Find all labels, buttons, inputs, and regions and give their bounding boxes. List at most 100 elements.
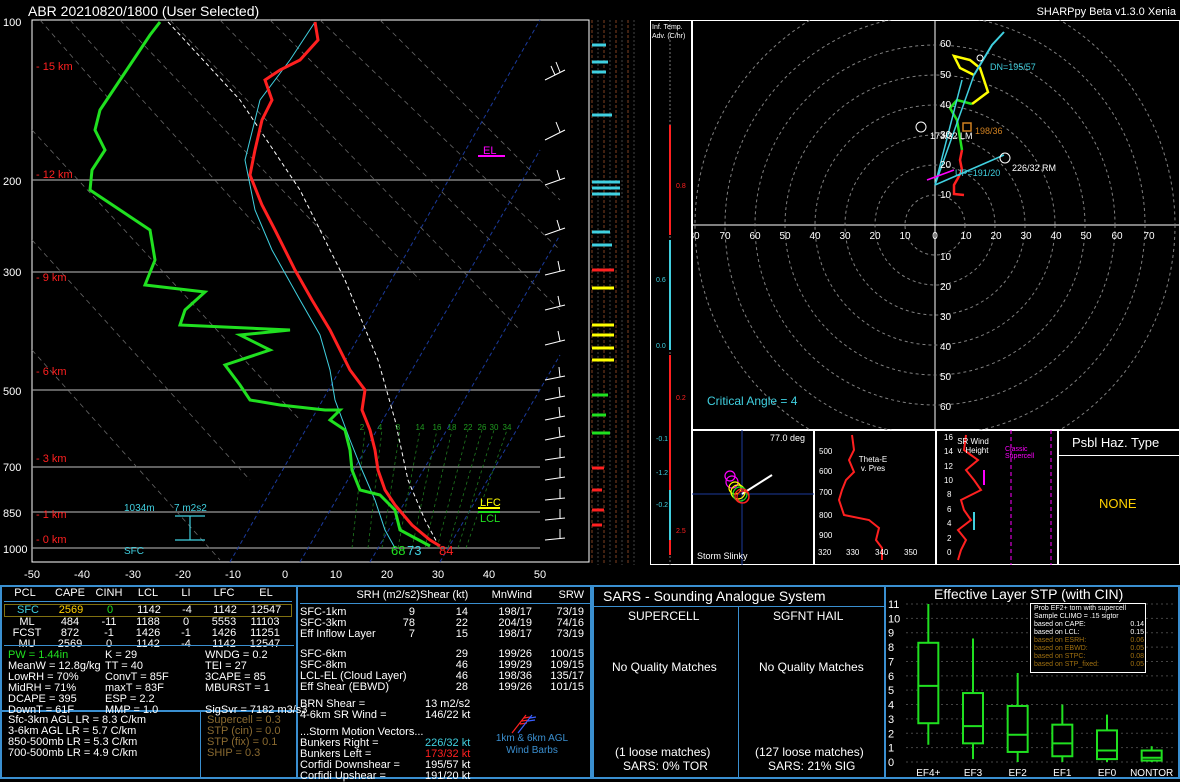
sfc-wetbulb-value: 73 <box>407 543 422 558</box>
lfc-label: LFC <box>480 497 501 509</box>
svg-text:40: 40 <box>940 100 952 111</box>
svg-text:0: 0 <box>932 231 938 242</box>
svg-text:10: 10 <box>330 569 342 581</box>
svg-text:20: 20 <box>940 160 952 171</box>
svg-text:- 12 km: - 12 km <box>36 169 73 181</box>
lcl-label: LCL <box>480 513 501 525</box>
stp-y-tick: 0 <box>888 757 894 769</box>
hodo-mean-label: 198/36 <box>975 126 1003 136</box>
hodograph-trace-mid <box>948 98 973 151</box>
svg-text:14: 14 <box>416 423 425 432</box>
svg-text:10: 10 <box>944 476 953 485</box>
sr-wind-height-plot: 16 14 12 10 8 6 4 2 0 <box>936 430 1058 565</box>
indices-col2: K = 29 TT = 40 ConvT = 85F maxT = 83F ESP =… <box>105 649 169 716</box>
sars-supercell-title: SUPERCELL <box>628 609 700 623</box>
svg-text:50: 50 <box>1080 231 1092 242</box>
parcel-divider-h <box>2 710 296 712</box>
parcel-row-fcst[interactable]: FCST 872 -1 1426 -1 1426 11251 <box>12 627 280 639</box>
sars-hail-result: No Quality Matches <box>759 660 864 674</box>
svg-text:50: 50 <box>940 70 952 81</box>
classic-supercell-label: Classic Supercell <box>1005 446 1035 460</box>
sars-supercell-pct: SARS: 0% TOR <box>623 759 708 773</box>
stp-y-tick: 10 <box>888 613 900 625</box>
sfc-label: SFC <box>124 546 144 557</box>
stp-y-tick: 1 <box>888 743 894 755</box>
svg-text:26: 26 <box>478 423 487 432</box>
station-title: ABR 20210820/1800 (User Selected) <box>28 3 260 19</box>
stp-category-label: EF2 <box>1008 768 1027 779</box>
svg-text:60: 60 <box>940 39 952 50</box>
sars-hail-pct: SARS: 21% SIG <box>768 759 856 773</box>
indices-col1: PW = 1.44in MeanW = 12.8g/kg LowRH = 70% … <box>8 649 101 716</box>
parcel-header: LFC <box>213 587 235 599</box>
svg-text:330: 330 <box>846 548 860 557</box>
hodograph[interactable]: 60 50 40 30 20 10 10 20 30 40 50 60 80 70 60 50 40 3… <box>692 20 1180 430</box>
parcel-row-sfc[interactable]: SFC 2569 0 1142 -4 1142 12547 <box>4 604 292 617</box>
hodograph-trace-low <box>952 149 965 197</box>
svg-text:18: 18 <box>448 423 457 432</box>
temp-adv-value: 2.5 <box>676 528 686 535</box>
svg-text:4: 4 <box>378 423 383 432</box>
stp-box <box>1051 704 1074 762</box>
svg-text:10: 10 <box>940 252 952 263</box>
temp-adv-value: 0.6 <box>656 277 666 284</box>
temp-adv-value: 0.2 <box>676 395 686 402</box>
svg-text:-10: -10 <box>225 569 241 581</box>
hodograph-trace-high <box>951 54 990 105</box>
svg-text:30: 30 <box>839 231 851 242</box>
parcel-header: LCL <box>137 587 159 599</box>
svg-text:50: 50 <box>534 569 546 581</box>
svg-text:30: 30 <box>490 423 499 432</box>
svg-text:16: 16 <box>944 433 953 442</box>
svg-text:- 0 km: - 0 km <box>36 534 67 546</box>
sars-title-divider <box>594 606 884 607</box>
svg-text:- 6 km: - 6 km <box>36 366 67 378</box>
svg-text:800: 800 <box>819 511 833 520</box>
parcel-row-ml[interactable]: ML 484 -11 1188 0 5553 11103 <box>19 616 280 628</box>
hodo-lm-label: 173/32 LM <box>930 131 973 141</box>
svg-text:-30: -30 <box>125 569 141 581</box>
svg-text:60: 60 <box>1111 231 1123 242</box>
svg-text:50: 50 <box>779 231 791 242</box>
stp-category-label: EF1 <box>1053 768 1072 779</box>
temperature-trace <box>248 21 441 548</box>
svg-text:20: 20 <box>869 231 881 242</box>
svg-text:850: 850 <box>3 508 21 520</box>
stp-legend <box>1030 603 1146 673</box>
svg-text:-50: -50 <box>24 569 40 581</box>
svg-text:500: 500 <box>3 386 21 398</box>
svg-text:340: 340 <box>875 548 889 557</box>
parcel-header: PCL <box>14 587 36 599</box>
dewpoint-trace <box>88 21 431 548</box>
eff-layer-base: 1034m <box>124 503 155 514</box>
svg-text:- 15 km: - 15 km <box>36 61 73 73</box>
svg-text:1000: 1000 <box>3 544 27 556</box>
sars-title: SARS - Sounding Analogue System <box>603 588 826 604</box>
eff-srh-label: 7 m2s2 <box>174 503 207 514</box>
svg-text:40: 40 <box>1050 231 1062 242</box>
hodo-dn-label: DN=195/57 <box>990 62 1036 72</box>
svg-text:700: 700 <box>3 462 21 474</box>
svg-text:8: 8 <box>396 423 401 432</box>
parcel-header: CAPE <box>55 587 85 599</box>
svg-text:- 3 km: - 3 km <box>36 453 67 465</box>
parcel-row-mu[interactable]: MU 2569 0 1142 -4 1142 12547 <box>18 638 281 650</box>
storm-slinky <box>692 430 814 565</box>
sars-supercell-result: No Quality Matches <box>612 660 717 674</box>
svg-text:22: 22 <box>464 423 473 432</box>
svg-text:6: 6 <box>947 505 952 514</box>
svg-text:30: 30 <box>940 130 952 141</box>
svg-text:100: 100 <box>3 17 21 29</box>
svg-text:80: 80 <box>692 231 700 242</box>
indices-col3: WNDG = 0.2 TEI = 27 3CAPE = 85 MBURST = 1 … <box>205 649 308 716</box>
hodo-rm-label: 226/32 RM <box>1012 163 1057 173</box>
svg-text:40: 40 <box>809 231 821 242</box>
sfc-temp-value: 84 <box>439 543 454 558</box>
wind-barb-icon <box>511 714 537 734</box>
sfc-dewpoint-value: 68 <box>391 543 406 558</box>
svg-text:30: 30 <box>432 569 444 581</box>
svg-text:8: 8 <box>947 490 952 499</box>
wind-barbs-label: 1km & 6km AGL Wind Barbs <box>495 733 569 756</box>
